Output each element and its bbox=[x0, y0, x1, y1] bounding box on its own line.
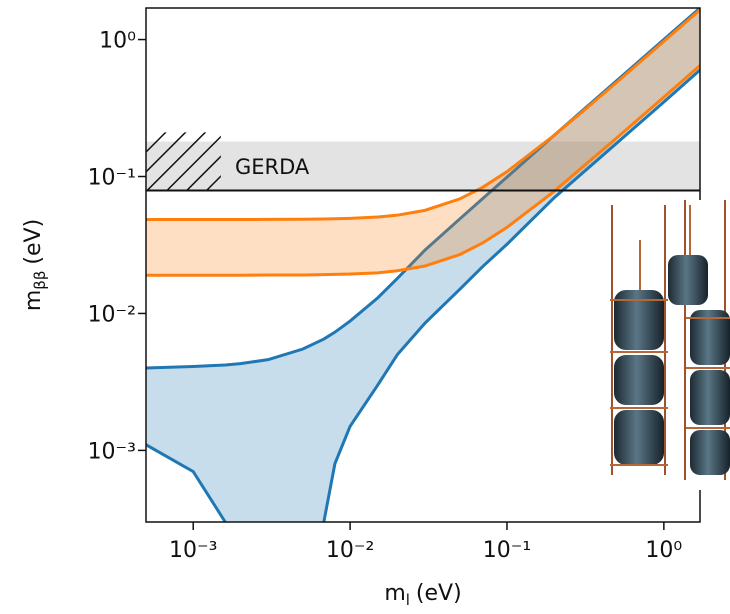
y-tick-label: 10⁻³ bbox=[88, 439, 136, 464]
band-edge bbox=[146, 68, 700, 522]
limit-label: GERDA bbox=[235, 155, 310, 179]
y-tick-label: 10⁻¹ bbox=[88, 166, 136, 191]
detector-image bbox=[600, 200, 730, 490]
x-label-symbol: m bbox=[384, 581, 405, 606]
x-tick-label: 10⁻¹ bbox=[483, 538, 531, 563]
x-tick-label: 10⁻² bbox=[326, 538, 374, 563]
y-tick-label: 10⁰ bbox=[99, 29, 136, 54]
x-label-subscript: l bbox=[406, 591, 410, 609]
band-fill bbox=[146, 9, 700, 276]
y-label-symbol: m bbox=[21, 290, 46, 311]
y-label-subscript: ββ bbox=[31, 271, 49, 290]
y-axis-label: mββ (eV) bbox=[21, 219, 49, 311]
hatch-region bbox=[146, 132, 221, 191]
y-label-unit: (eV) bbox=[21, 219, 46, 265]
band-edge bbox=[146, 64, 700, 277]
plot-area bbox=[146, 8, 700, 522]
x-tick-label: 10⁰ bbox=[645, 538, 682, 563]
x-tick-label: 10⁻³ bbox=[169, 538, 217, 563]
x-axis-label: ml (eV) bbox=[384, 581, 461, 609]
y-tick-label: 10⁻² bbox=[88, 302, 136, 327]
x-label-unit: (eV) bbox=[416, 581, 462, 606]
limit-band bbox=[146, 141, 700, 191]
band-edge bbox=[146, 8, 700, 222]
